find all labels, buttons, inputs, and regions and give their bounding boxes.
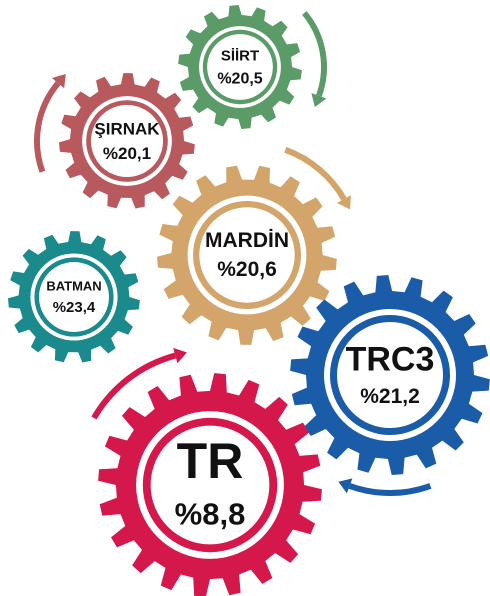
gear-name: TRC3 xyxy=(346,340,435,378)
gear: SİİRT %20,5 xyxy=(178,5,327,129)
gear-name: BATMAN xyxy=(46,279,101,294)
rotation-arrow xyxy=(348,483,432,496)
gear: TR %8,8 xyxy=(91,347,322,596)
gear: ŞIRNAK %20,1 xyxy=(34,73,195,209)
gear-name: TR xyxy=(177,433,244,489)
gear-name: SİİRT xyxy=(221,48,259,65)
gear-name: MARDİN xyxy=(205,229,289,252)
rotation-arrow xyxy=(284,146,347,201)
gear: BATMAN %23,4 xyxy=(8,231,140,363)
gear: TRC3 %21,2 xyxy=(290,275,490,496)
gear-center xyxy=(150,425,270,545)
arrow-head xyxy=(51,73,66,89)
rotation-arrow xyxy=(302,11,327,97)
gear: MARDİN %20,6 xyxy=(157,146,351,345)
gear-value: %20,1 xyxy=(103,144,151,163)
gear-center xyxy=(90,104,164,178)
arrow-head xyxy=(173,347,187,364)
gear-value: %21,2 xyxy=(360,385,420,408)
rotation-arrow xyxy=(91,352,177,420)
gear-value: %20,6 xyxy=(217,258,277,281)
arrow-head xyxy=(337,195,351,210)
gear-value: %23,4 xyxy=(53,299,96,316)
arrow-head xyxy=(311,92,327,108)
gear-center xyxy=(207,34,273,100)
gear-center xyxy=(337,322,443,428)
gear-center xyxy=(199,207,295,303)
rotation-arrow xyxy=(34,81,61,173)
gear-center xyxy=(39,262,109,332)
gear-value: %8,8 xyxy=(175,497,246,532)
gear-value: %20,5 xyxy=(217,70,262,87)
gear-name: ŞIRNAK xyxy=(94,119,160,138)
arrow-head xyxy=(338,478,353,494)
